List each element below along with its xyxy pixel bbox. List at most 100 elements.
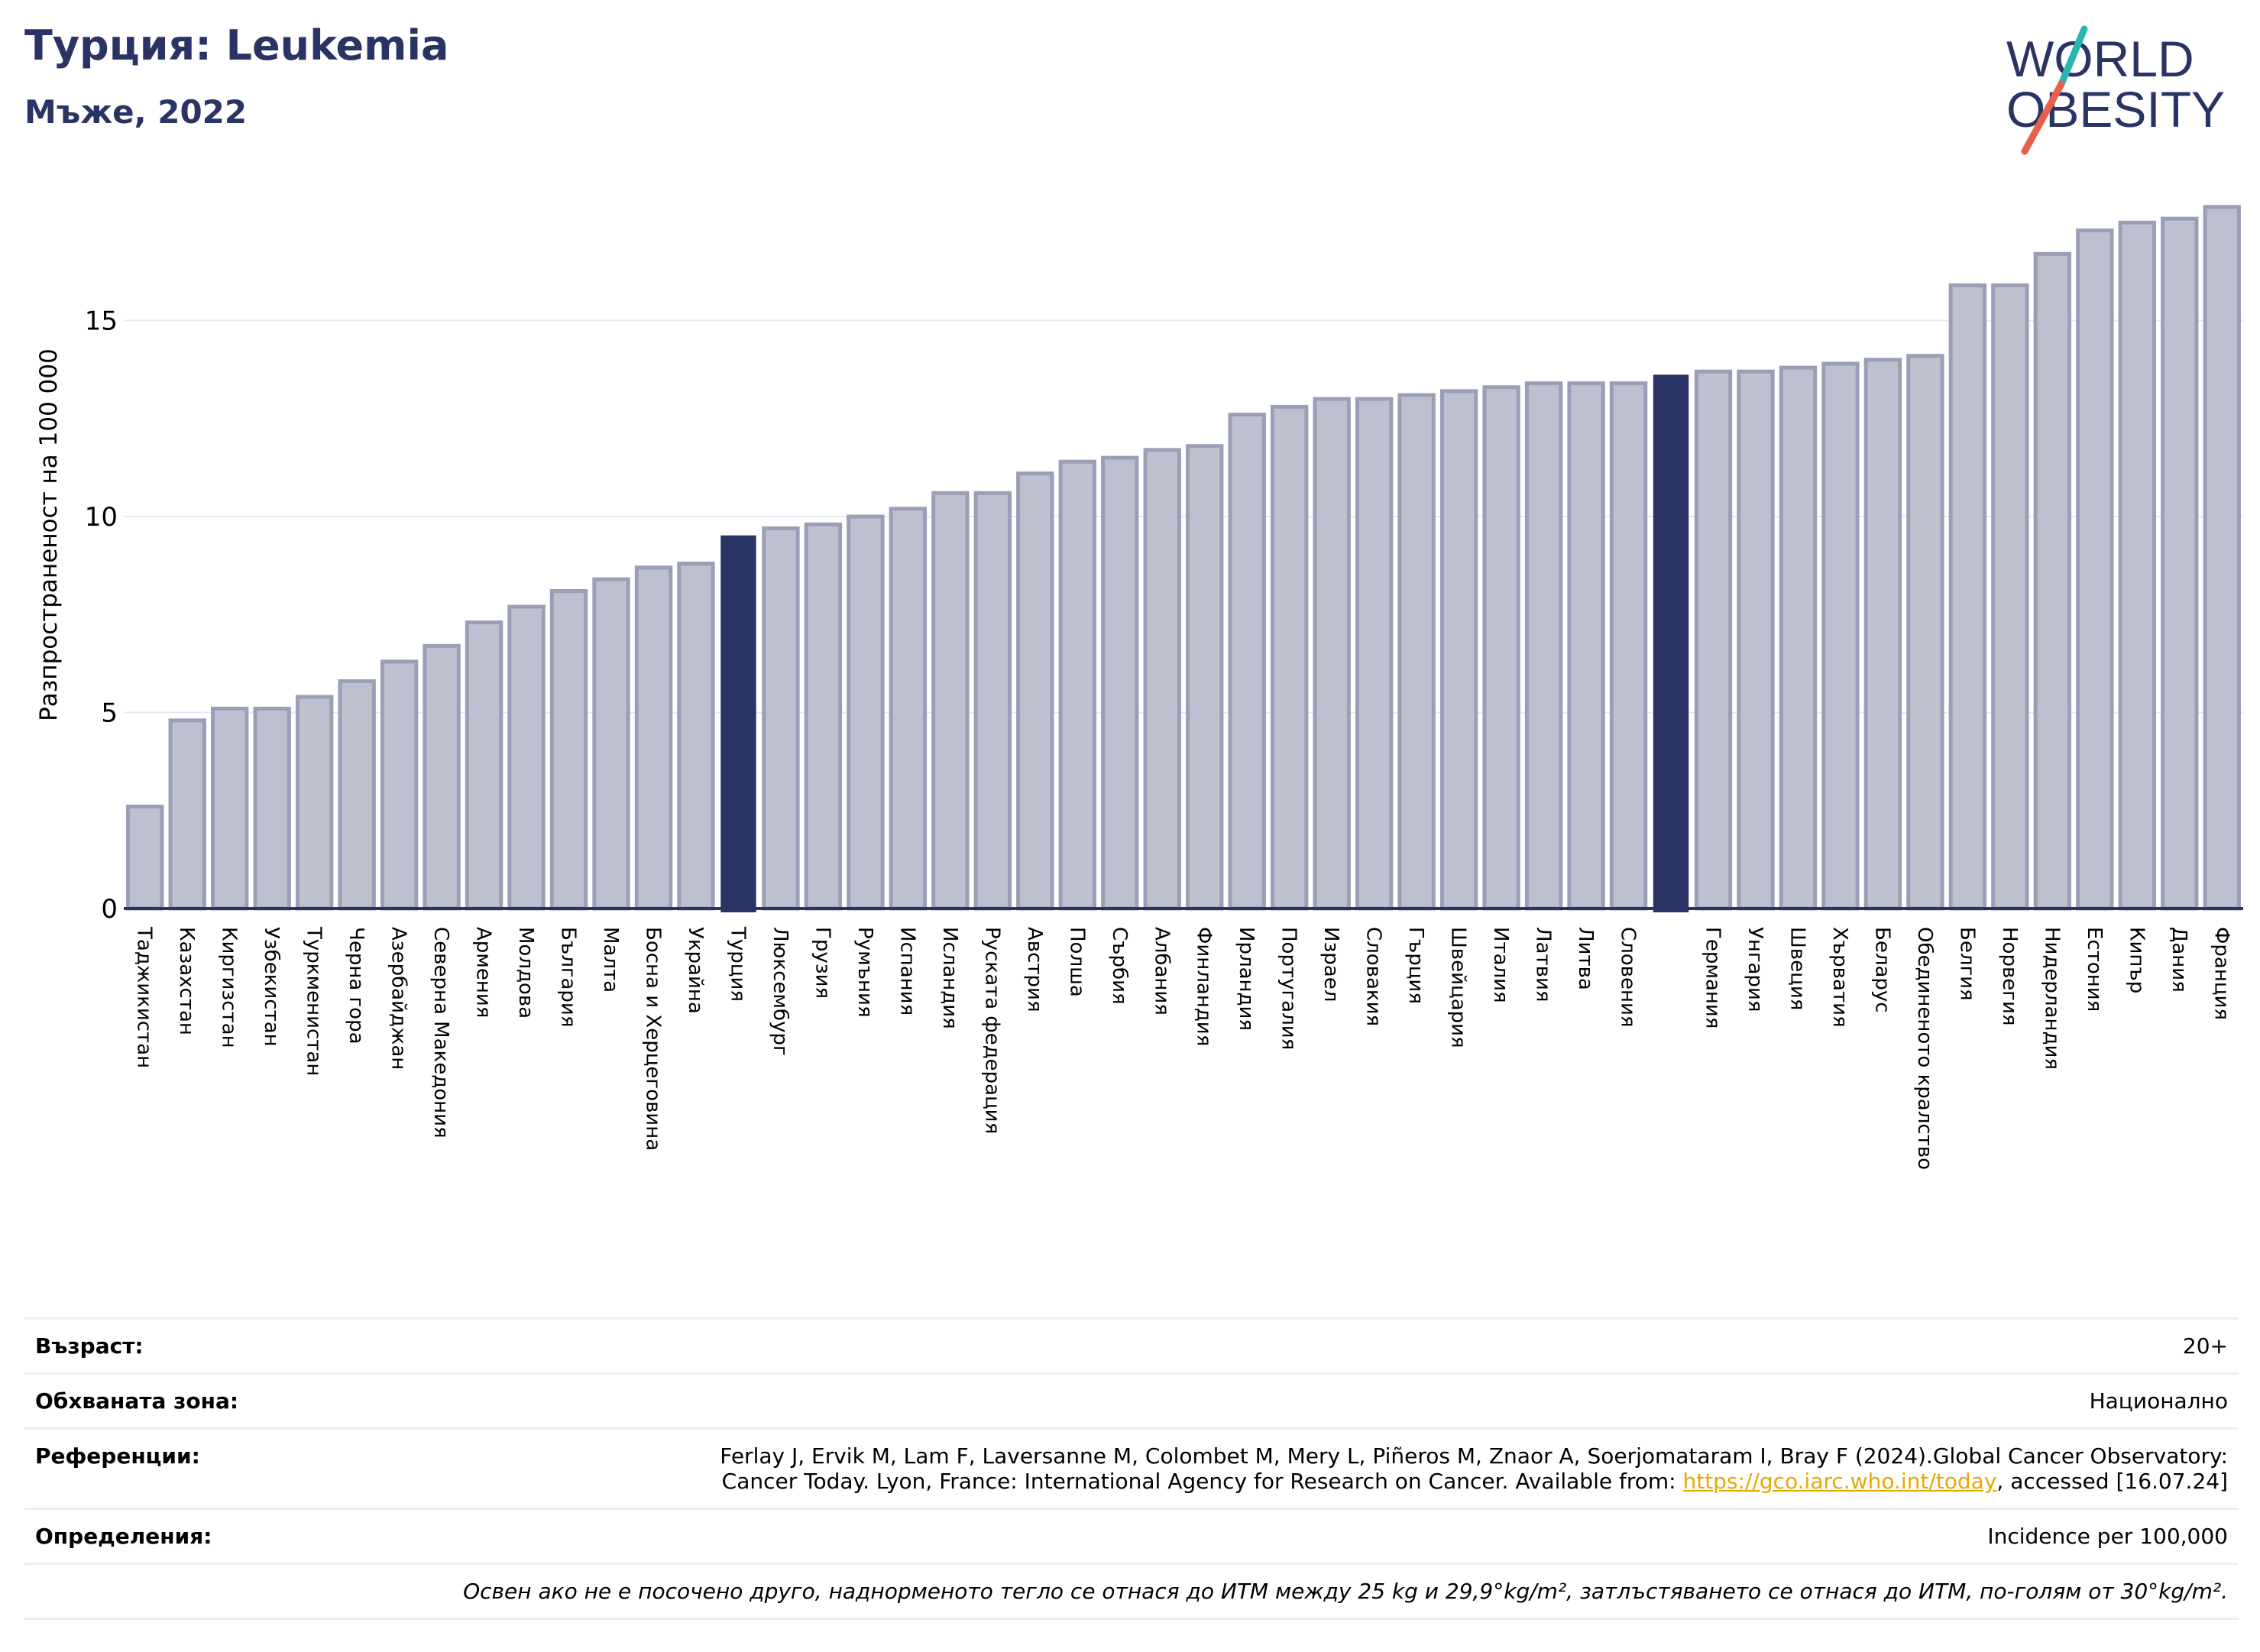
x-tick-label: Таджикистан: [133, 926, 156, 1068]
bar: [1186, 444, 1224, 911]
x-tick-label: Грузия: [811, 927, 834, 999]
bar: [804, 522, 843, 911]
bar: [1694, 369, 1733, 911]
x-tick-label: Нидерландия: [2040, 927, 2063, 1070]
bar: [253, 706, 291, 911]
bar: [1143, 448, 1181, 911]
info-row-references: Референции: Ferlay J, Ervik M, Lam F, La…: [24, 1427, 2239, 1508]
y-tick-label: 15: [85, 306, 118, 337]
x-tick-label: Беларус: [1870, 927, 1893, 1013]
bar-highlight: [1653, 374, 1689, 912]
definitions-label: Определения:: [35, 1524, 212, 1549]
page-subtitle: Мъже, 2022: [24, 93, 248, 131]
x-tick-label: Гърция: [1404, 927, 1427, 1004]
bar: [1101, 455, 1139, 911]
y-tick-label: 10: [85, 502, 118, 533]
x-tick-label: Португалия: [1277, 927, 1300, 1050]
x-tick-label: Швейцария: [1447, 927, 1470, 1048]
x-tick-label: Словения: [1617, 927, 1640, 1028]
x-tick-label: Молдова: [514, 927, 537, 1019]
bar: [465, 620, 503, 911]
y-tick-label: 0: [101, 894, 118, 925]
bar: [1397, 393, 1436, 911]
bar: [847, 514, 885, 911]
bar: [1524, 381, 1563, 911]
bar: [1355, 397, 1394, 911]
x-tick-label: Ирландия: [1235, 927, 1258, 1031]
bar: [1779, 365, 1818, 911]
logo-word-world: WORLD: [2006, 31, 2194, 87]
info-table: Възраст: 20+ Обхваната зона: Национално …: [24, 1317, 2239, 1620]
bar: [2118, 220, 2156, 911]
bar: [2033, 251, 2072, 911]
x-tick-label: Германия: [1701, 927, 1724, 1028]
x-tick-label: Турция: [726, 926, 749, 1002]
references-link[interactable]: https://gco.iarc.who.int/today: [1682, 1469, 1997, 1494]
definitions-value: Incidence per 100,000: [1987, 1524, 2228, 1549]
x-tick-label: Латвия: [1532, 927, 1555, 1003]
bar: [1948, 283, 1987, 911]
info-row-definitions: Определения: Incidence per 100,000: [24, 1508, 2239, 1563]
coverage-value: Национално: [2089, 1388, 2228, 1414]
x-tick-label: Литва: [1574, 927, 1597, 990]
x-tick-label: Малта: [599, 927, 622, 993]
bar: [1482, 385, 1520, 911]
bar: [1609, 381, 1648, 911]
bar: [1821, 361, 1860, 911]
bar: [168, 718, 206, 911]
x-tick-label: Исландия: [938, 927, 961, 1029]
x-tick-label: Туркменистан: [303, 926, 325, 1076]
x-tick-label: България: [557, 927, 580, 1027]
x-tick-label: Люксембург: [769, 927, 792, 1056]
bar: [549, 588, 588, 911]
x-tick-label: Франция: [2210, 927, 2232, 1020]
x-tick-label: Казахстан: [175, 927, 198, 1035]
y-tick-label: 5: [101, 698, 118, 729]
logo-slash-teal: [2058, 25, 2088, 88]
world-obesity-logo: WORLD OBESITY: [2006, 25, 2225, 155]
x-tick-label: Италия: [1489, 927, 1512, 1003]
bar-chart: 0 5 10 15 Таджикистан Казахстан Киргизстан Узбе…: [85, 205, 2243, 1170]
references-line1: Ferlay J, Ervik M, Lam F, Laversanne M, …: [720, 1443, 2228, 1469]
bar: [889, 507, 928, 911]
x-tick-label: Киргизстан: [218, 927, 241, 1048]
x-tick-label: Дания: [2168, 927, 2190, 993]
info-row-note: Освен ако не е посочено друго, наднормен…: [24, 1563, 2239, 1620]
x-tick-label: Финландия: [1193, 927, 1216, 1046]
coverage-label: Обхваната зона:: [35, 1388, 239, 1414]
bar: [592, 577, 630, 911]
x-tick-label: Босна и Херцеговина: [642, 927, 665, 1151]
bar: [1313, 397, 1351, 911]
bar: [2161, 216, 2199, 911]
x-tick-label: Северна Македония: [429, 927, 452, 1139]
bar: [1991, 283, 2029, 911]
bar: [677, 562, 715, 911]
bar: [1906, 354, 1944, 911]
bar: [295, 695, 334, 911]
x-tick-label: Испания: [895, 927, 918, 1015]
bar: [126, 805, 164, 911]
x-tick-label: Узбекистан: [260, 927, 283, 1047]
x-tick-label: Австрия: [1023, 927, 1046, 1012]
bar: [1863, 358, 1902, 911]
bar: [338, 679, 376, 911]
x-tick-label: Обединеното кралство: [1913, 927, 1936, 1170]
bar: [1737, 369, 1775, 911]
x-tick-label: Румъния: [853, 927, 876, 1018]
bar: [973, 491, 1012, 911]
info-row-coverage: Обхваната зона: Национално: [24, 1372, 2239, 1427]
references-label: Референции:: [35, 1443, 200, 1469]
references-line2a: Cancer Today. Lyon, France: Internationa…: [721, 1469, 1683, 1494]
x-tick-label: Азербайджан: [387, 927, 410, 1070]
x-tick-label: Хърватия: [1828, 927, 1851, 1028]
info-row-age: Възраст: 20+: [24, 1317, 2239, 1372]
references-line2b: , accessed [16.07.24]: [1996, 1469, 2228, 1494]
x-tick-label: Сърбия: [1108, 927, 1131, 1005]
x-tick-label: Полша: [1065, 927, 1088, 997]
x-tick-label: Украйна: [684, 927, 707, 1014]
bar: [2076, 228, 2114, 911]
x-tick-label: Белгия: [1955, 927, 1978, 1001]
x-tick-label: Израел: [1319, 927, 1342, 1002]
bar: [2203, 205, 2241, 911]
bar-highlight: [720, 535, 756, 912]
